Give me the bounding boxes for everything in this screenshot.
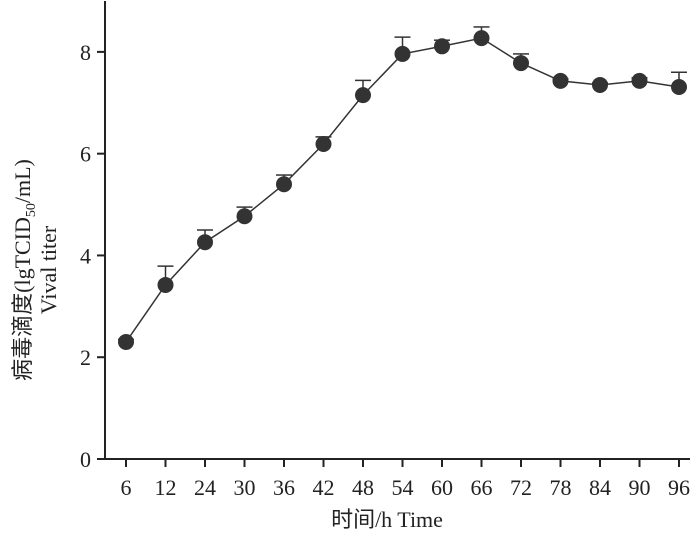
y-tick-label: 6 [80,142,91,167]
x-tick-label: 66 [471,475,493,500]
x-axis-title: 时间/h Time [331,507,443,532]
point [355,87,371,104]
point [276,176,292,193]
x-tick-label: 30 [234,475,256,500]
x-tick-label: 96 [668,475,690,500]
point [315,135,332,152]
y-tick-label: 0 [80,447,91,472]
point [118,333,134,350]
y-label: 病毒滴度(lgTCID50/mL) [10,159,39,381]
point [473,30,490,47]
point [236,208,253,225]
point [671,79,687,96]
point [552,72,569,89]
y-tick-label: 8 [80,40,91,65]
x-tick-label: 90 [629,475,651,500]
y-axis-title: 病毒滴度(lgTCID50/mL) Vival titer [10,159,61,381]
point [157,276,174,293]
x-tick-label: 6 [121,475,132,500]
y-label-second: Vival titer [36,225,61,314]
y-tick-label: 2 [80,345,91,370]
y-label-sub: 50 [24,203,39,217]
y-label-end: /mL) [10,159,35,203]
point [631,72,648,89]
x-tick-label: 72 [510,475,532,500]
x-tick-label: 54 [392,475,414,500]
x-tick-label: 48 [352,475,374,500]
x-tick-label: 24 [194,475,216,500]
y-tick-label: 4 [80,243,91,268]
x-tick-label: 84 [589,475,611,500]
x-tick-label: 36 [273,475,295,500]
point [197,234,213,251]
point [394,45,411,62]
point [434,38,450,55]
point [592,76,608,93]
point [513,55,529,72]
x-tick-label: 12 [155,475,177,500]
x-tick-label: 42 [313,475,335,500]
x-tick-label: 78 [550,475,572,500]
y-label-main: 病毒滴度(lgTCID [10,217,35,381]
x-tick-label: 60 [431,475,453,500]
